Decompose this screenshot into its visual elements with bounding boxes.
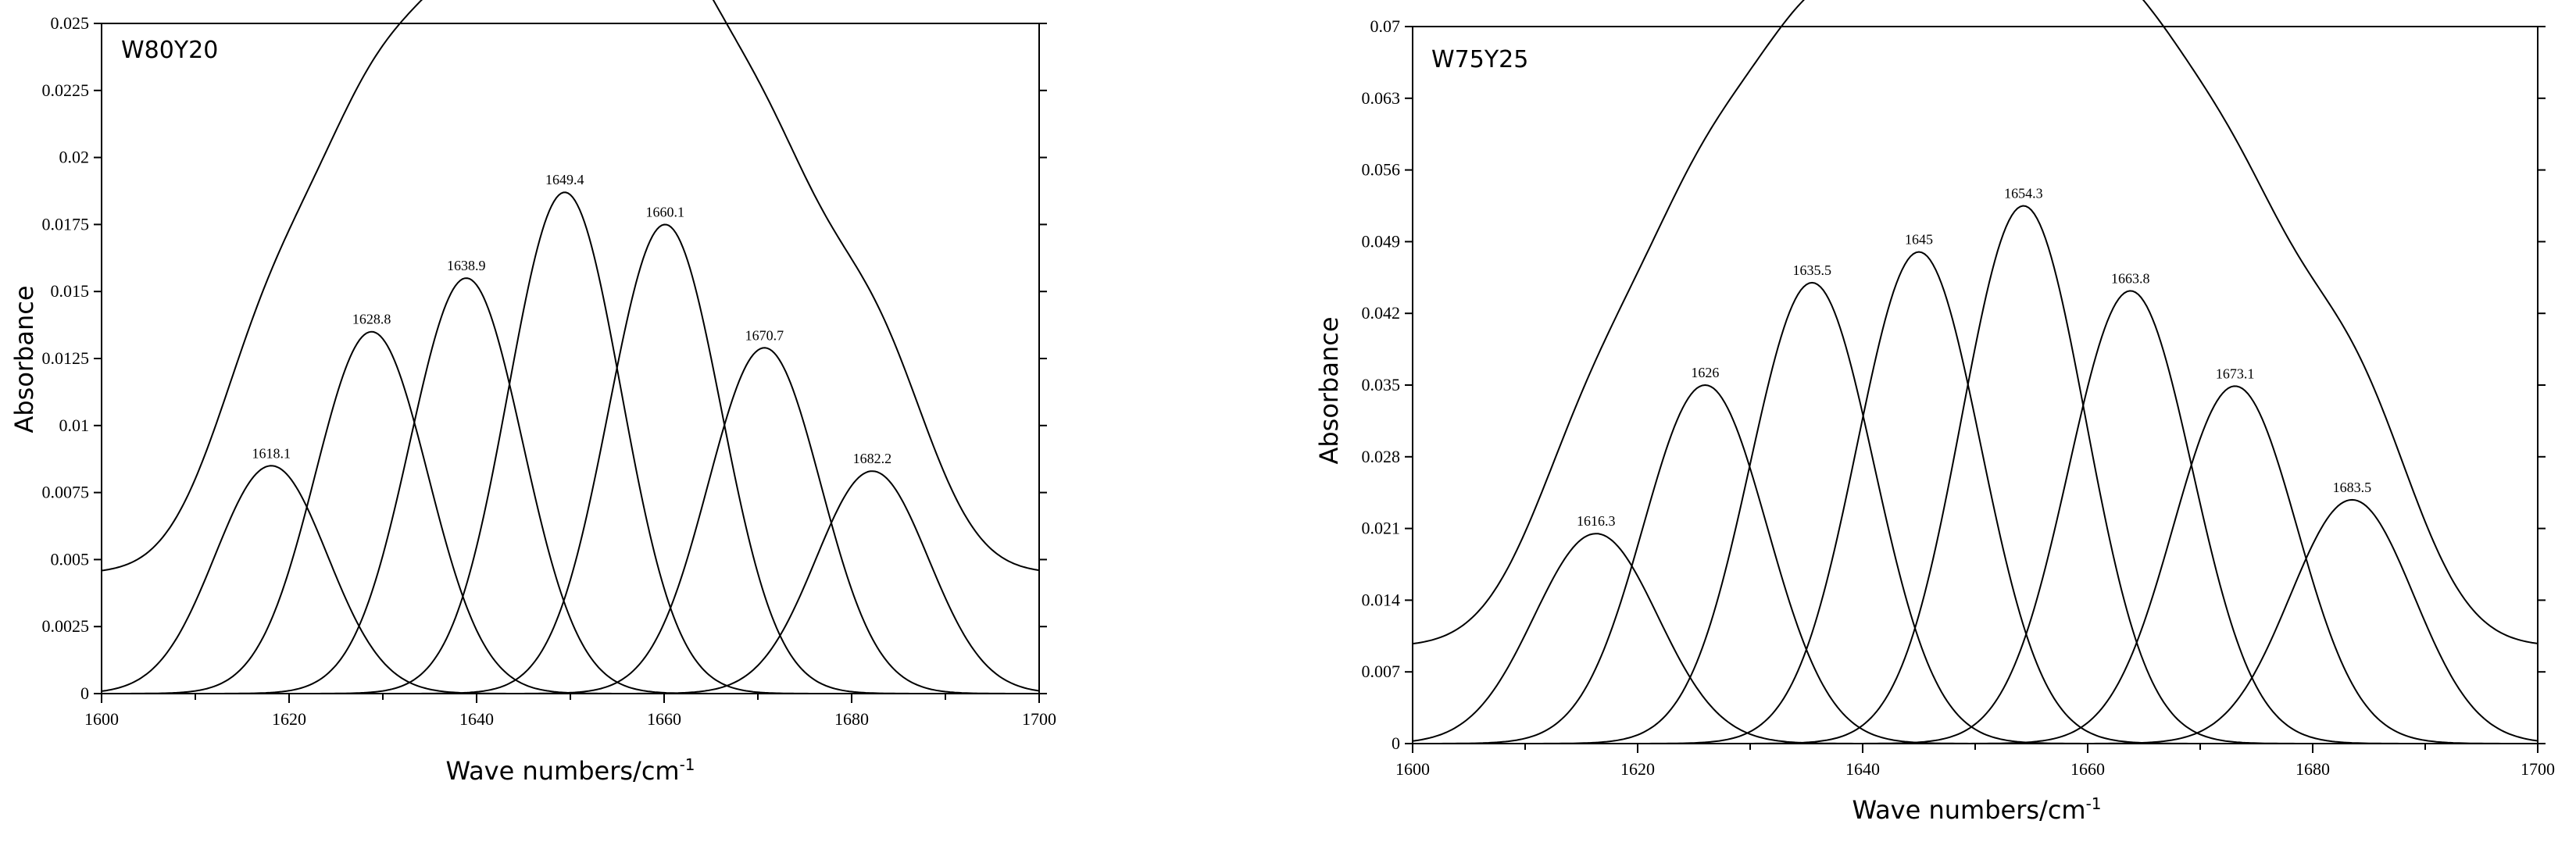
x-axis-title-sup: -1 [2086, 794, 2102, 813]
peak-curve-6 [102, 470, 1040, 694]
y-tick-label: 0.0225 [42, 80, 90, 100]
y-tick-label: 0.01 [59, 416, 90, 435]
x-tick-label: 1640 [459, 709, 494, 729]
x-axis-title-sup: -1 [680, 755, 695, 774]
plot-frame [101, 23, 1040, 694]
x-tick-label: 1660 [2070, 759, 2105, 779]
peak-label-1: 1626 [1691, 365, 1719, 380]
y-tick-label: 0.049 [1362, 231, 1401, 251]
x-tick-label: 1680 [834, 709, 869, 729]
curve-group: 1616.3 1626 1635.5 1645 1654.3 1663.8 1673.1 16… [1412, 0, 2538, 744]
plot-frame [1412, 26, 2538, 744]
x-tick-label: 1700 [1022, 709, 1056, 729]
y-tick-label: 0.014 [1362, 590, 1401, 609]
peak-curve-4 [102, 223, 1039, 694]
curve-group: 1618.1 1628.8 1638.9 1649.4 1660.1 1670.7 1682… [101, 0, 1040, 694]
y-tick-label: 0.007 [1362, 662, 1401, 681]
x-tick-label: 1600 [1395, 759, 1430, 779]
y-tick-label: 0.028 [1362, 447, 1401, 466]
x-tick-label: 1600 [84, 709, 119, 729]
x-tick-label: 1620 [272, 709, 306, 729]
peak-label-2: 1638.9 [447, 258, 486, 273]
y-tick-label: 0 [80, 683, 89, 703]
y-tick-label: 0.025 [51, 13, 90, 33]
peak-label-2: 1635.5 [1792, 262, 1831, 278]
peak-curve-6 [1413, 385, 2538, 744]
y-tick-label: 0.005 [51, 549, 90, 569]
y-tick-label: 0.063 [1362, 88, 1401, 108]
peak-label-4: 1654.3 [2004, 186, 2043, 202]
peak-label-6: 1673.1 [2216, 366, 2255, 381]
chart-title: W75Y25 [1431, 46, 1528, 73]
x-tick-label: 1680 [2296, 759, 2330, 779]
chart-panel-w80y20: W80Y20 Absorbance Wave numbers/cm-1 0 0.0… [9, 0, 1056, 786]
peak-label-0: 1618.1 [252, 445, 291, 461]
tick-group: 0 0.007 0.014 0.021 0.028 0.035 0.042 0.049 0.05… [1362, 16, 2556, 779]
peak-label-3: 1645 [1905, 232, 1933, 248]
peak-curve-7 [1413, 498, 2538, 744]
x-axis-title-main: Wave numbers/cm [1852, 795, 2085, 825]
y-tick-label: 0 [1392, 733, 1400, 753]
y-tick-label: 0.02 [59, 148, 90, 167]
peak-label-0: 1616.3 [1577, 513, 1616, 529]
x-axis-title-main: Wave numbers/cm [445, 756, 679, 786]
x-tick-label: 1660 [647, 709, 681, 729]
peak-curve-4 [1413, 205, 2538, 744]
x-tick-label: 1620 [1620, 759, 1655, 779]
y-tick-label: 0.021 [1362, 519, 1401, 538]
x-tick-label: 1640 [1845, 759, 1880, 779]
x-axis-title: Wave numbers/cm-1 [445, 755, 695, 786]
peak-curve-1 [1413, 384, 2538, 744]
peak-curve-2 [102, 277, 1039, 694]
x-axis-title: Wave numbers/cm-1 [1852, 794, 2101, 825]
chart-panel-w75y25: W75Y25 Absorbance Wave numbers/cm-1 0 0.0… [1314, 0, 2555, 825]
peak-curve-3 [1413, 251, 2538, 744]
y-tick-label: 0.015 [51, 281, 90, 301]
peak-label-7: 1683.5 [2333, 480, 2372, 495]
peak-label-5: 1663.8 [2111, 270, 2150, 286]
y-tick-label: 0.0125 [42, 348, 90, 368]
x-tick-label: 1700 [2521, 759, 2555, 779]
peak-curve-0 [1412, 533, 2538, 744]
peak-curve-1 [102, 330, 1039, 694]
peak-curve-5 [102, 347, 1039, 694]
y-tick-label: 0.0025 [42, 616, 90, 636]
y-tick-label: 0.07 [1370, 16, 1401, 36]
y-tick-label: 0.0075 [42, 483, 90, 502]
y-tick-label: 0.0175 [42, 214, 90, 234]
peak-label-3: 1649.4 [545, 172, 584, 187]
envelope-curve [101, 0, 1040, 572]
tick-group: 0 0.0025 0.005 0.0075 0.01 0.0125 0.015 0.0175 0… [42, 13, 1057, 729]
y-tick-label: 0.056 [1362, 160, 1401, 180]
y-axis-title: Absorbance [1314, 316, 1344, 464]
chart-title: W80Y20 [121, 37, 218, 64]
peak-label-4: 1660.1 [645, 204, 684, 219]
peak-label-5: 1670.7 [745, 327, 784, 343]
peak-label-6: 1682.2 [853, 451, 892, 466]
envelope-curve [1412, 0, 2538, 645]
y-tick-label: 0.035 [1362, 375, 1401, 394]
y-axis-title: Absorbance [9, 285, 39, 433]
peak-label-1: 1628.8 [352, 312, 391, 327]
y-tick-label: 0.042 [1362, 303, 1401, 323]
